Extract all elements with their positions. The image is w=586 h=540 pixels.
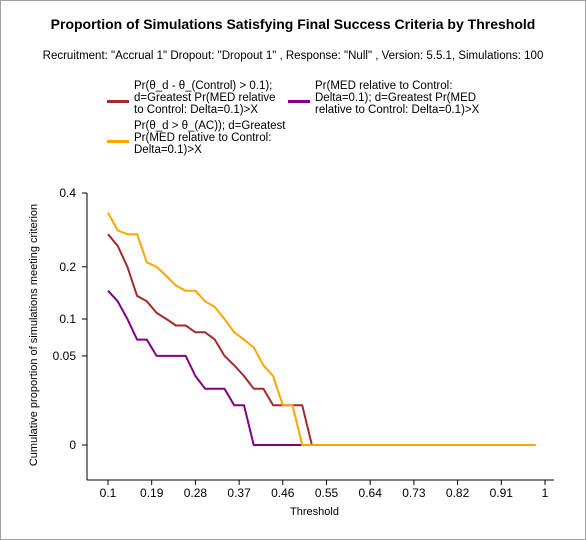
series-line-1	[107, 233, 536, 446]
x-tick-label: 0.1	[100, 486, 117, 500]
y-axis-title: Cumulative proportion of simulations mee…	[28, 204, 40, 466]
y-tick-label: 0.4	[59, 186, 76, 200]
x-tick-label: 0.91	[490, 486, 514, 500]
y-tick-label: 0.2	[59, 260, 76, 274]
legend-swatch	[107, 140, 129, 143]
legend-swatch	[288, 100, 310, 103]
chart-labels: 0 0.05 0.1 0.2 0.4 0.1 0.19 0.28 0.37 0.46 0.55 0.6…	[28, 186, 549, 518]
chart-title: Proportion of Simulations Satisfying Fin…	[50, 16, 536, 32]
legend-label: Pr(MED relative to Control: Delta=0.1); …	[315, 80, 480, 116]
legend-item-greatest-delta: Pr(θ_d - θ_(Control) > 0.1); d=Greatest …	[107, 80, 276, 116]
x-tick-label: 0.19	[140, 486, 164, 500]
chart-axes	[82, 192, 554, 485]
x-tick-label: 0.82	[446, 486, 470, 500]
x-tick-label: 0.46	[271, 486, 295, 500]
legend-item-greater-than-ac: Pr(θ_d > θ_(AC)); d=Greatest Pr(MED rela…	[107, 120, 285, 156]
x-tick-label: 0.64	[359, 486, 383, 500]
x-tick-label: 0.73	[402, 486, 426, 500]
series-line-3	[107, 212, 536, 446]
chart-legend: Pr(θ_d - θ_(Control) > 0.1); d=Greatest …	[0, 0, 586, 170]
legend-item-med-relative: Pr(MED relative to Control: Delta=0.1); …	[288, 80, 479, 116]
series-line-2	[107, 290, 536, 446]
x-tick-label: 0.37	[227, 486, 251, 500]
y-tick-label: 0.05	[53, 349, 77, 363]
chart-subtitle: Recruitment: "Accrual 1" Dropout: "Dropo…	[42, 50, 544, 62]
x-tick-label: 0.28	[184, 486, 208, 500]
y-tick-label: 0.1	[59, 312, 76, 326]
legend-swatch	[107, 100, 129, 103]
legend-label: Pr(θ_d - θ_(Control) > 0.1); d=Greatest …	[134, 80, 276, 116]
x-axis-title: Threshold	[290, 506, 339, 518]
x-tick-label: 0.55	[315, 486, 339, 500]
x-tick-label: 1	[542, 486, 549, 500]
y-tick-label: 0	[69, 438, 76, 452]
chart-series	[107, 212, 536, 446]
legend-label: Pr(θ_d > θ_(AC)); d=Greatest Pr(MED rela…	[134, 120, 286, 156]
